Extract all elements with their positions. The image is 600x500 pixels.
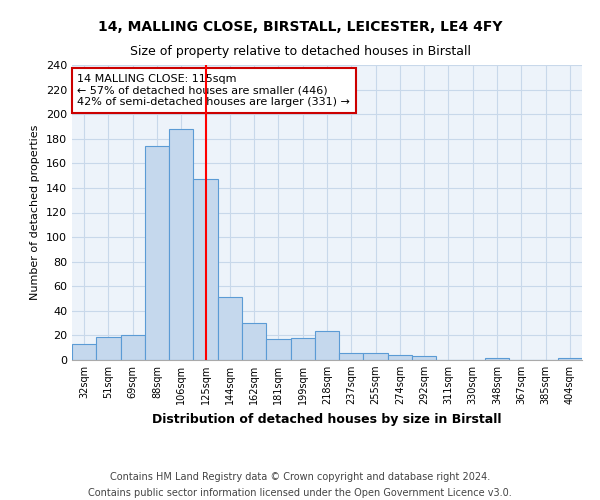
Bar — [72, 344, 96, 360]
Bar — [169, 129, 193, 360]
Bar — [96, 336, 121, 360]
Bar — [218, 298, 242, 360]
Bar — [290, 338, 315, 360]
Bar — [315, 330, 339, 360]
Bar — [558, 358, 582, 360]
Text: 14, MALLING CLOSE, BIRSTALL, LEICESTER, LE4 4FY: 14, MALLING CLOSE, BIRSTALL, LEICESTER, … — [98, 20, 502, 34]
Bar — [364, 352, 388, 360]
Bar — [485, 358, 509, 360]
Bar — [145, 146, 169, 360]
Text: Contains HM Land Registry data © Crown copyright and database right 2024.: Contains HM Land Registry data © Crown c… — [110, 472, 490, 482]
Y-axis label: Number of detached properties: Number of detached properties — [31, 125, 40, 300]
Text: Size of property relative to detached houses in Birstall: Size of property relative to detached ho… — [130, 45, 470, 58]
Bar — [121, 336, 145, 360]
Bar — [388, 355, 412, 360]
Bar — [193, 180, 218, 360]
Bar — [242, 323, 266, 360]
Bar — [339, 352, 364, 360]
Text: 14 MALLING CLOSE: 115sqm
← 57% of detached houses are smaller (446)
42% of semi-: 14 MALLING CLOSE: 115sqm ← 57% of detach… — [77, 74, 350, 107]
X-axis label: Distribution of detached houses by size in Birstall: Distribution of detached houses by size … — [152, 412, 502, 426]
Bar — [266, 339, 290, 360]
Text: Contains public sector information licensed under the Open Government Licence v3: Contains public sector information licen… — [88, 488, 512, 498]
Bar — [412, 356, 436, 360]
